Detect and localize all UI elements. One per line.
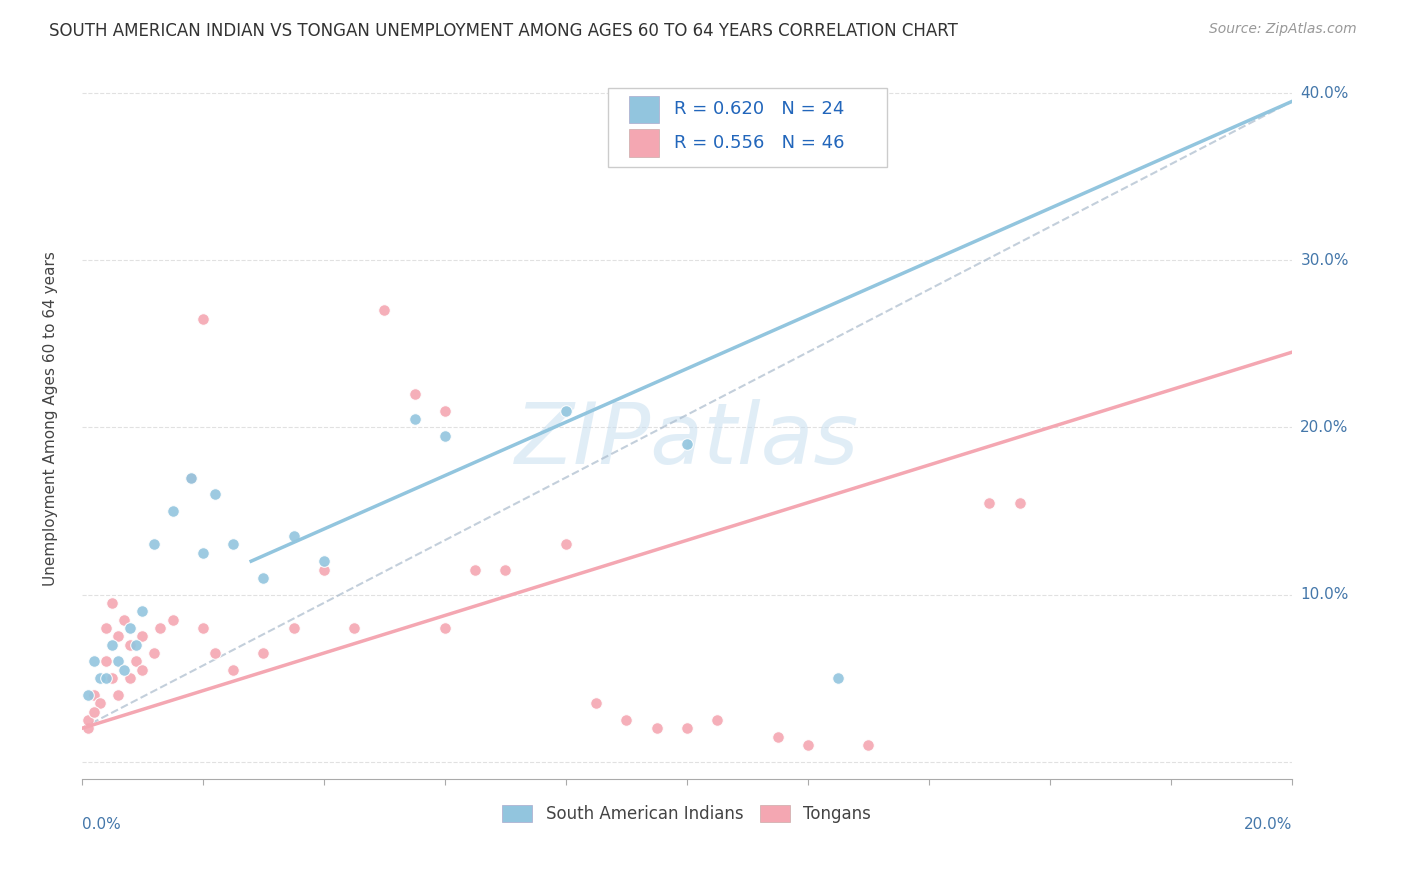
Point [979,496,1001,510]
Point [858,738,880,752]
Point [676,722,699,736]
Point [283,621,305,635]
Text: R = 0.620   N = 24: R = 0.620 N = 24 [673,100,844,119]
Point [222,663,245,677]
Point [83,705,105,719]
Point [89,671,111,685]
Point [204,646,226,660]
Point [706,713,728,727]
Point [252,646,274,660]
Text: 20.0%: 20.0% [1244,817,1292,832]
Point [89,696,111,710]
Point [83,688,105,702]
Point [107,688,129,702]
Bar [628,129,659,157]
Point [433,429,456,443]
Point [180,470,202,484]
Text: R = 0.556   N = 46: R = 0.556 N = 46 [673,134,844,152]
Point [204,487,226,501]
Point [191,621,214,635]
Point [1008,496,1031,510]
Bar [628,95,659,123]
Text: 40.0%: 40.0% [1301,86,1348,101]
Point [107,655,129,669]
Point [554,537,576,551]
Point [191,311,214,326]
Point [797,738,820,752]
Point [131,629,153,643]
Point [180,470,202,484]
Point [120,621,142,635]
Point [83,655,105,669]
Point [101,596,124,610]
Point [827,671,849,685]
Text: 0.0%: 0.0% [82,817,121,832]
Point [645,722,668,736]
Y-axis label: Unemployment Among Ages 60 to 64 years: Unemployment Among Ages 60 to 64 years [44,252,58,587]
Point [433,403,456,417]
Point [125,655,148,669]
Point [614,713,637,727]
Point [112,663,135,677]
Point [494,562,516,576]
Point [143,537,166,551]
Point [131,604,153,618]
Point [283,529,305,543]
Point [404,387,426,401]
Text: 30.0%: 30.0% [1301,252,1348,268]
Point [101,671,124,685]
Point [149,621,172,635]
Point [222,537,245,551]
Legend: South American Indians, Tongans: South American Indians, Tongans [494,797,880,831]
Point [676,437,699,451]
Point [131,663,153,677]
Point [464,562,486,576]
Point [433,621,456,635]
Text: 10.0%: 10.0% [1301,587,1348,602]
Point [76,688,98,702]
Point [107,629,129,643]
Point [554,403,576,417]
Point [94,621,117,635]
Point [585,696,607,710]
Point [373,303,395,318]
Point [76,713,98,727]
Text: ZIPatlas: ZIPatlas [515,399,859,482]
Text: SOUTH AMERICAN INDIAN VS TONGAN UNEMPLOYMENT AMONG AGES 60 TO 64 YEARS CORRELATI: SOUTH AMERICAN INDIAN VS TONGAN UNEMPLOY… [49,22,957,40]
Point [312,554,335,568]
Point [76,722,98,736]
FancyBboxPatch shape [609,88,887,168]
Point [120,638,142,652]
Point [252,571,274,585]
Point [94,655,117,669]
Point [112,613,135,627]
Point [404,412,426,426]
Point [143,646,166,660]
Text: Source: ZipAtlas.com: Source: ZipAtlas.com [1209,22,1357,37]
Point [94,671,117,685]
Text: 20.0%: 20.0% [1301,420,1348,435]
Point [162,613,184,627]
Point [766,730,789,744]
Point [162,504,184,518]
Point [120,671,142,685]
Point [191,546,214,560]
Point [101,638,124,652]
Point [343,621,366,635]
Point [312,562,335,576]
Point [125,638,148,652]
